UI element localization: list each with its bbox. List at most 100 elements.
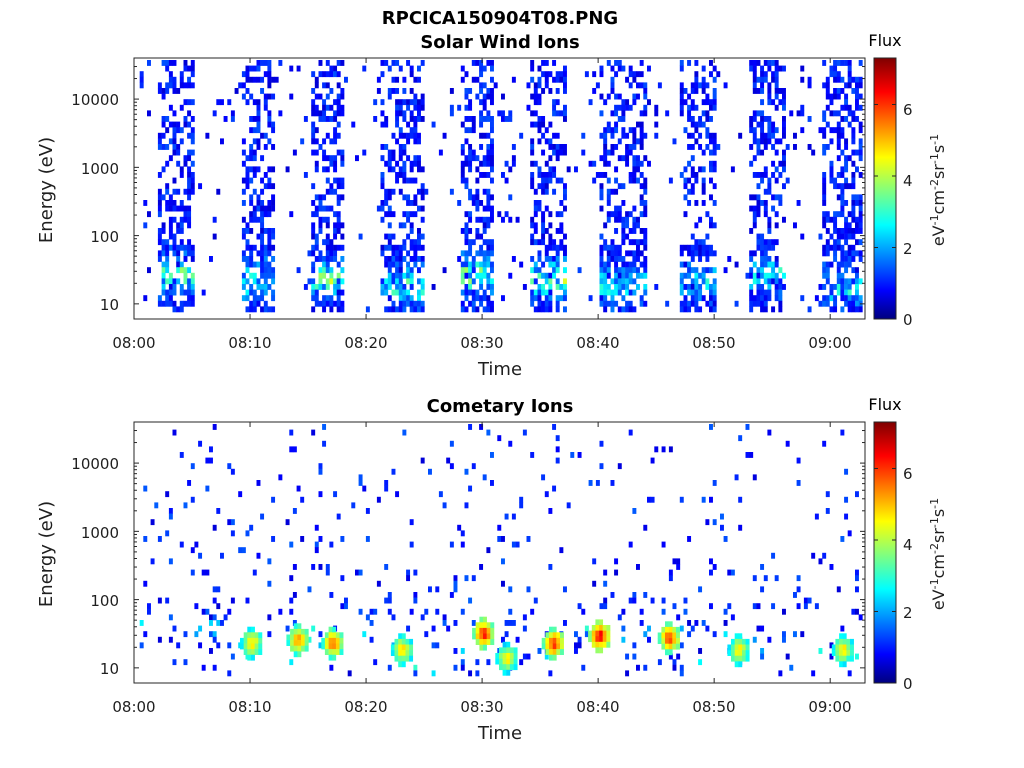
heatmap-cell xyxy=(311,233,316,240)
heatmap-cell xyxy=(479,110,484,117)
heatmap-cell xyxy=(409,278,414,285)
heatmap-cell xyxy=(205,457,210,464)
heatmap-cell xyxy=(643,82,648,89)
heatmap-cell xyxy=(552,99,557,106)
heatmap-cell xyxy=(176,642,181,649)
heatmap-cell xyxy=(260,228,265,234)
heatmap-cell xyxy=(468,278,473,285)
heatmap-cell xyxy=(406,267,411,274)
heatmap-cell xyxy=(260,233,265,240)
heatmap-cell xyxy=(384,278,389,285)
heatmap-cell xyxy=(479,99,484,106)
heatmap-cell xyxy=(395,267,400,274)
heatmap-cell xyxy=(632,642,637,649)
heatmap-cell xyxy=(606,641,611,648)
heatmap-cell xyxy=(855,166,859,173)
heatmap-cell xyxy=(230,653,235,660)
heatmap-cell xyxy=(563,194,567,201)
heatmap-cell xyxy=(548,172,553,178)
heatmap-cell xyxy=(537,306,542,313)
heatmap-cell xyxy=(179,228,184,234)
heatmap-cell xyxy=(464,233,469,240)
heatmap-cell xyxy=(267,76,272,83)
heatmap-cell xyxy=(760,200,765,206)
heatmap-cell xyxy=(720,513,724,520)
heatmap-cell xyxy=(318,216,323,223)
heatmap-cell xyxy=(187,222,192,229)
heatmap-cell xyxy=(803,603,808,610)
heatmap-cell xyxy=(847,183,852,190)
heatmap-cell xyxy=(683,244,688,251)
heatmap-cell xyxy=(643,284,648,290)
heatmap-cell xyxy=(395,172,400,178)
heatmap-cell xyxy=(322,99,327,106)
heatmap-cell xyxy=(490,239,494,246)
heatmap-cell xyxy=(413,116,418,122)
heatmap-cell xyxy=(643,244,648,251)
heatmap-cell xyxy=(358,233,363,240)
heatmap-cell xyxy=(588,160,593,167)
heatmap-cell xyxy=(409,638,414,645)
heatmap-cell xyxy=(851,295,856,302)
heatmap-cell xyxy=(533,93,538,100)
heatmap-cell xyxy=(413,121,418,128)
heatmap-cell xyxy=(555,88,560,94)
heatmap-cell xyxy=(687,244,692,251)
heatmap-cell xyxy=(179,261,184,268)
heatmap-cell xyxy=(398,104,403,111)
heatmap-cell xyxy=(763,200,768,206)
heatmap-cell xyxy=(139,71,144,78)
heatmap-cell xyxy=(322,256,327,262)
heatmap-cell xyxy=(513,658,518,665)
heatmap-cell xyxy=(643,188,648,195)
heatmap-cell xyxy=(482,222,487,229)
heatmap-cell xyxy=(756,267,761,274)
heatmap-cell xyxy=(486,633,491,640)
heatmap-cell xyxy=(771,306,776,313)
heatmap-cell xyxy=(168,155,173,162)
heatmap-cell xyxy=(398,633,403,640)
heatmap-cell xyxy=(263,267,268,274)
heatmap-cell xyxy=(836,132,841,139)
heatmap-cell xyxy=(549,654,553,661)
heatmap-cell xyxy=(829,127,834,134)
heatmap-cell xyxy=(847,71,852,78)
heatmap-cell xyxy=(499,647,503,654)
heatmap-cell xyxy=(614,244,619,251)
heatmap-cell xyxy=(431,284,436,290)
heatmap-cell xyxy=(168,228,173,234)
heatmap-cell xyxy=(311,104,316,111)
heatmap-cell xyxy=(468,239,473,246)
heatmap-cell xyxy=(267,93,272,100)
heatmap-cell xyxy=(851,138,856,145)
heatmap-cell xyxy=(176,160,181,167)
heatmap-cell xyxy=(340,149,345,156)
heatmap-cell xyxy=(161,144,166,150)
heatmap-cell xyxy=(241,188,246,195)
heatmap-cell xyxy=(402,99,407,106)
heatmap-cell xyxy=(384,188,389,195)
heatmap-cell xyxy=(614,284,619,290)
heatmap-cell xyxy=(271,306,276,313)
heatmap-cell xyxy=(614,144,619,150)
heatmap-cell xyxy=(464,306,469,313)
heatmap-cell xyxy=(409,160,414,167)
heatmap-cell xyxy=(844,250,849,257)
heatmap-cell xyxy=(855,284,859,290)
heatmap-cell xyxy=(844,200,849,206)
heatmap-cell xyxy=(395,306,400,313)
heatmap-cell xyxy=(311,88,316,94)
heatmap-cell xyxy=(157,172,162,178)
heatmap-cell xyxy=(311,295,316,302)
heatmap-cell xyxy=(559,110,564,117)
heatmap-cell xyxy=(464,256,469,262)
heatmap-cell xyxy=(851,250,856,257)
heatmap-cell xyxy=(687,177,692,184)
heatmap-cell xyxy=(311,127,316,134)
heatmap-cell xyxy=(840,429,845,436)
heatmap-cell xyxy=(705,132,710,139)
heatmap-cell xyxy=(709,424,713,430)
heatmap-cell xyxy=(490,121,494,128)
heatmap-cell xyxy=(752,127,757,134)
heatmap-cell xyxy=(530,289,535,296)
